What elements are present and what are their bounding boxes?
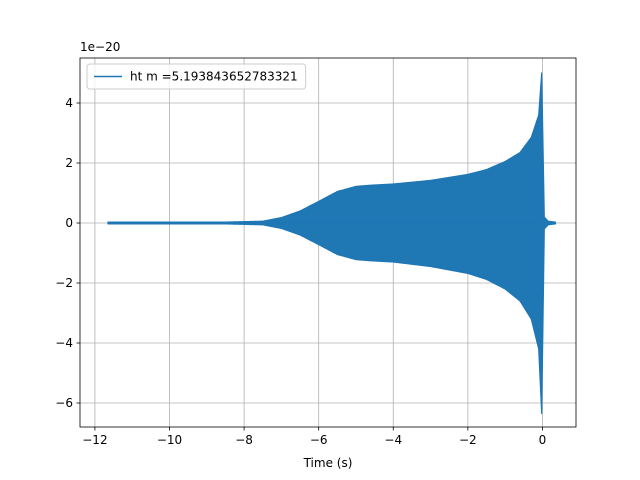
y-tick-label: 2: [65, 156, 73, 170]
x-axis: −12 −10 −8 −6 −4 −2 0: [82, 427, 546, 447]
series-ht-envelope: [107, 72, 557, 415]
y-tick-label: −4: [55, 336, 73, 350]
x-tick-label: −6: [310, 433, 328, 447]
y-axis: −6 −4 −2 0 2 4: [55, 96, 80, 410]
y-tick-label: 4: [65, 96, 73, 110]
x-tick-label: −2: [459, 433, 477, 447]
y-offset-label: 1e−20: [80, 40, 120, 54]
x-tick-label: −4: [384, 433, 402, 447]
legend-box: [86, 63, 307, 90]
legend: ht m =5.193843652783321: [86, 63, 307, 90]
x-tick-label: 0: [539, 433, 547, 447]
legend-entry-ht: ht m =5.193843652783321: [130, 70, 298, 84]
y-tick-label: −6: [55, 396, 73, 410]
plot-area: [79, 57, 577, 428]
x-axis-label: Time (s): [303, 456, 353, 470]
series-ht: [107, 72, 557, 415]
x-tick-label: −8: [235, 433, 253, 447]
x-tick-label: −12: [82, 433, 107, 447]
y-tick-label: 0: [65, 216, 73, 230]
y-tick-label: −2: [55, 276, 73, 290]
x-tick-label: −10: [157, 433, 182, 447]
